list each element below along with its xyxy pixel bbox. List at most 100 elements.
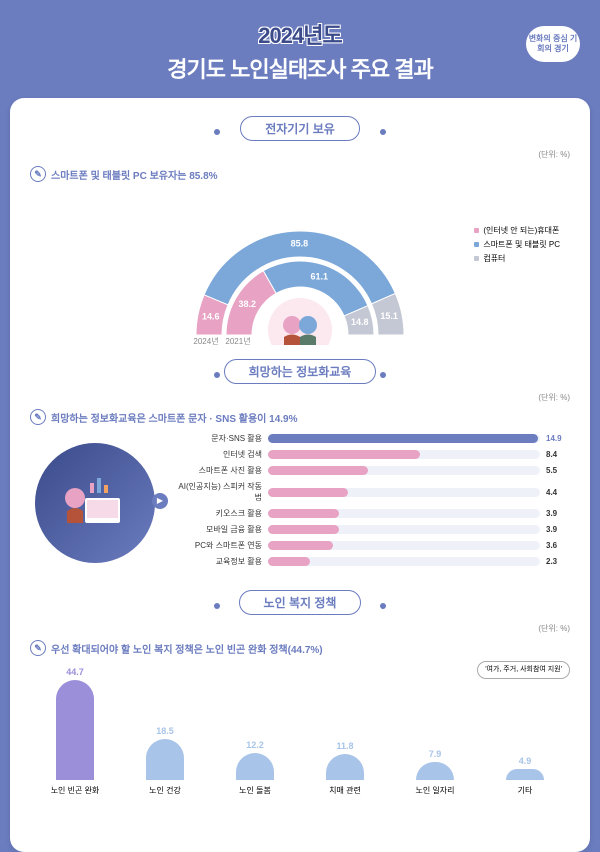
- vbar-value: 12.2: [246, 740, 264, 750]
- vbar-value: 4.9: [519, 756, 532, 766]
- section1-title-wrap: 전자기기 보유: [30, 116, 570, 141]
- hbar-label: 교육정보 활용: [172, 556, 262, 567]
- hbar-row: AI(인공지능) 스피커 작동법 4.4: [172, 481, 570, 503]
- hbar-row: 키오스크 활용 3.9: [172, 508, 570, 519]
- vbar-value: 18.5: [156, 726, 174, 736]
- section1-subtitle: ✎ 스마트폰 및 태블릿 PC 보유자는 85.8%: [30, 166, 570, 182]
- section2-unit: (단위: %): [30, 392, 570, 403]
- section1-unit: (단위: %): [30, 149, 570, 160]
- vbar-item: 12.2 노인 돌봄: [215, 740, 295, 796]
- person-laptop-icon: [55, 463, 135, 543]
- hbar-label: 문자·SNS 활용: [172, 433, 262, 444]
- horizontal-bars: 문자·SNS 활용 14.9 인터넷 검색 8.4 스마트폰 사진 활용 5.5…: [172, 433, 570, 572]
- vbar-label: 노인 건강: [149, 785, 181, 796]
- vbar-bar: [146, 739, 184, 780]
- hbar-value: 2.3: [546, 557, 570, 566]
- section2-content: ▶ 문자·SNS 활용 14.9 인터넷 검색 8.4 스마트폰 사진 활용 5…: [30, 433, 570, 572]
- hbar-track: [268, 541, 540, 550]
- section3-subtitle: ✎ 우선 확대되어야 할 노인 복지 정책은 노인 빈곤 완화 정책(44.7%…: [30, 640, 570, 656]
- vbar-value: 7.9: [429, 749, 442, 759]
- section3-unit: (단위: %): [30, 623, 570, 634]
- hbar-row: 스마트폰 사진 활용 5.5: [172, 465, 570, 476]
- hbar-value: 5.5: [546, 466, 570, 475]
- hbar-label: AI(인공지능) 스피커 작동법: [172, 481, 262, 503]
- hbar-value: 3.9: [546, 509, 570, 518]
- bullet-icon: ✎: [30, 166, 46, 182]
- hbar-track: [268, 466, 540, 475]
- hbar-label: PC와 스마트폰 연동: [172, 540, 262, 551]
- vbar-bar: [326, 754, 364, 780]
- section3-title: 노인 복지 정책: [239, 590, 362, 615]
- hbar-track: [268, 509, 540, 518]
- svg-text:14.8: 14.8: [351, 317, 369, 327]
- hbar-label: 모바일 금융 활용: [172, 524, 262, 535]
- hbar-value: 3.6: [546, 541, 570, 550]
- svg-text:38.2: 38.2: [238, 299, 256, 309]
- header-title: 경기도 노인실태조사 주요 결과: [20, 52, 580, 84]
- svg-text:2024년: 2024년: [193, 336, 218, 345]
- hbar-fill: [268, 525, 339, 534]
- hbar-label: 키오스크 활용: [172, 508, 262, 519]
- hbar-track: [268, 434, 540, 443]
- hbar-fill: [268, 466, 368, 475]
- vbar-value: 44.7: [66, 667, 84, 677]
- svg-text:85.8: 85.8: [291, 238, 309, 248]
- vbar-bar: [56, 680, 94, 780]
- hbar-row: 교육정보 활용 2.3: [172, 556, 570, 567]
- hbar-fill: [268, 509, 339, 518]
- section2-title-wrap: 희망하는 정보화교육: [30, 359, 570, 384]
- hbar-label: 인터넷 검색: [172, 449, 262, 460]
- hbar-fill: [268, 434, 538, 443]
- svg-text:14.6: 14.6: [202, 311, 220, 321]
- vbar-item: 11.8 치매 관련: [305, 741, 385, 796]
- section1-title: 전자기기 보유: [240, 116, 360, 141]
- section2-subtitle: ✎ 희망하는 정보화교육은 스마트폰 문자 · SNS 활용이 14.9%: [30, 409, 570, 425]
- hbar-label: 스마트폰 사진 활용: [172, 465, 262, 476]
- bullet-icon: ✎: [30, 409, 46, 425]
- vbar-label: 노인 돌봄: [239, 785, 271, 796]
- main-card: 전자기기 보유 (단위: %) ✎ 스마트폰 및 태블릿 PC 보유자는 85.…: [10, 98, 590, 852]
- hbar-value: 3.9: [546, 525, 570, 534]
- vbar-label: 치매 관련: [329, 785, 361, 796]
- hbar-fill: [268, 557, 310, 566]
- vbar-bar: [506, 769, 544, 780]
- svg-text:2021년: 2021년: [225, 336, 250, 345]
- vbar-label: 노인 일자리: [415, 785, 454, 796]
- donut-svg: 14.6 85.8 15.1 38.2 61.1 14.8 2024년 2021년: [160, 190, 440, 345]
- svg-text:15.1: 15.1: [380, 311, 398, 321]
- header-year: 2024년도: [20, 18, 580, 50]
- vbar-label: 노인 빈곤 완화: [51, 785, 100, 796]
- section2-title: 희망하는 정보화교육: [224, 359, 377, 384]
- hbar-value: 8.4: [546, 450, 570, 459]
- section3-title-wrap: 노인 복지 정책: [30, 590, 570, 615]
- vbar-bar: [236, 753, 274, 780]
- header-badge: 변화의 중심 기회의 경기: [526, 26, 580, 62]
- hbar-fill: [268, 450, 420, 459]
- header: 2024년도 경기도 노인실태조사 주요 결과 변화의 중심 기회의 경기: [0, 0, 600, 98]
- hbar-fill: [268, 541, 333, 550]
- donut-legend: (인터넷 안 되는)휴대폰스마트폰 및 태블릿 PC컴퓨터: [474, 225, 560, 267]
- donut-chart: 14.6 85.8 15.1 38.2 61.1 14.8 2024년 2021년 (인터넷 …: [30, 190, 570, 345]
- hbar-track: [268, 450, 540, 459]
- svg-text:61.1: 61.1: [311, 272, 329, 282]
- illustration-wrap: ▶: [30, 438, 160, 568]
- hbar-row: PC와 스마트폰 연동 3.6: [172, 540, 570, 551]
- hbar-track: [268, 525, 540, 534]
- hbar-row: 인터넷 검색 8.4: [172, 449, 570, 460]
- hbar-track: [268, 488, 540, 497]
- illustration-circle: [35, 443, 155, 563]
- hbar-row: 모바일 금융 활용 3.9: [172, 524, 570, 535]
- play-icon: ▶: [152, 493, 168, 509]
- vbar-bar: [416, 762, 454, 780]
- bullet-icon: ✎: [30, 640, 46, 656]
- hbar-fill: [268, 488, 348, 497]
- hbar-value: 4.4: [546, 488, 570, 497]
- vbar-item: 4.9 기타: [485, 756, 565, 796]
- hbar-row: 문자·SNS 활용 14.9: [172, 433, 570, 444]
- vbar-value: 11.8: [336, 741, 353, 751]
- hbar-value: 14.9: [546, 434, 570, 443]
- vbar-item: 18.5 노인 건강: [125, 726, 205, 796]
- hbar-track: [268, 557, 540, 566]
- speech-bubble: '여가, 주거, 사회참여 지원': [477, 661, 570, 679]
- vertical-bars: 44.7 노인 빈곤 완화 18.5 노인 건강 12.2 노인 돌봄 11.8…: [30, 666, 570, 796]
